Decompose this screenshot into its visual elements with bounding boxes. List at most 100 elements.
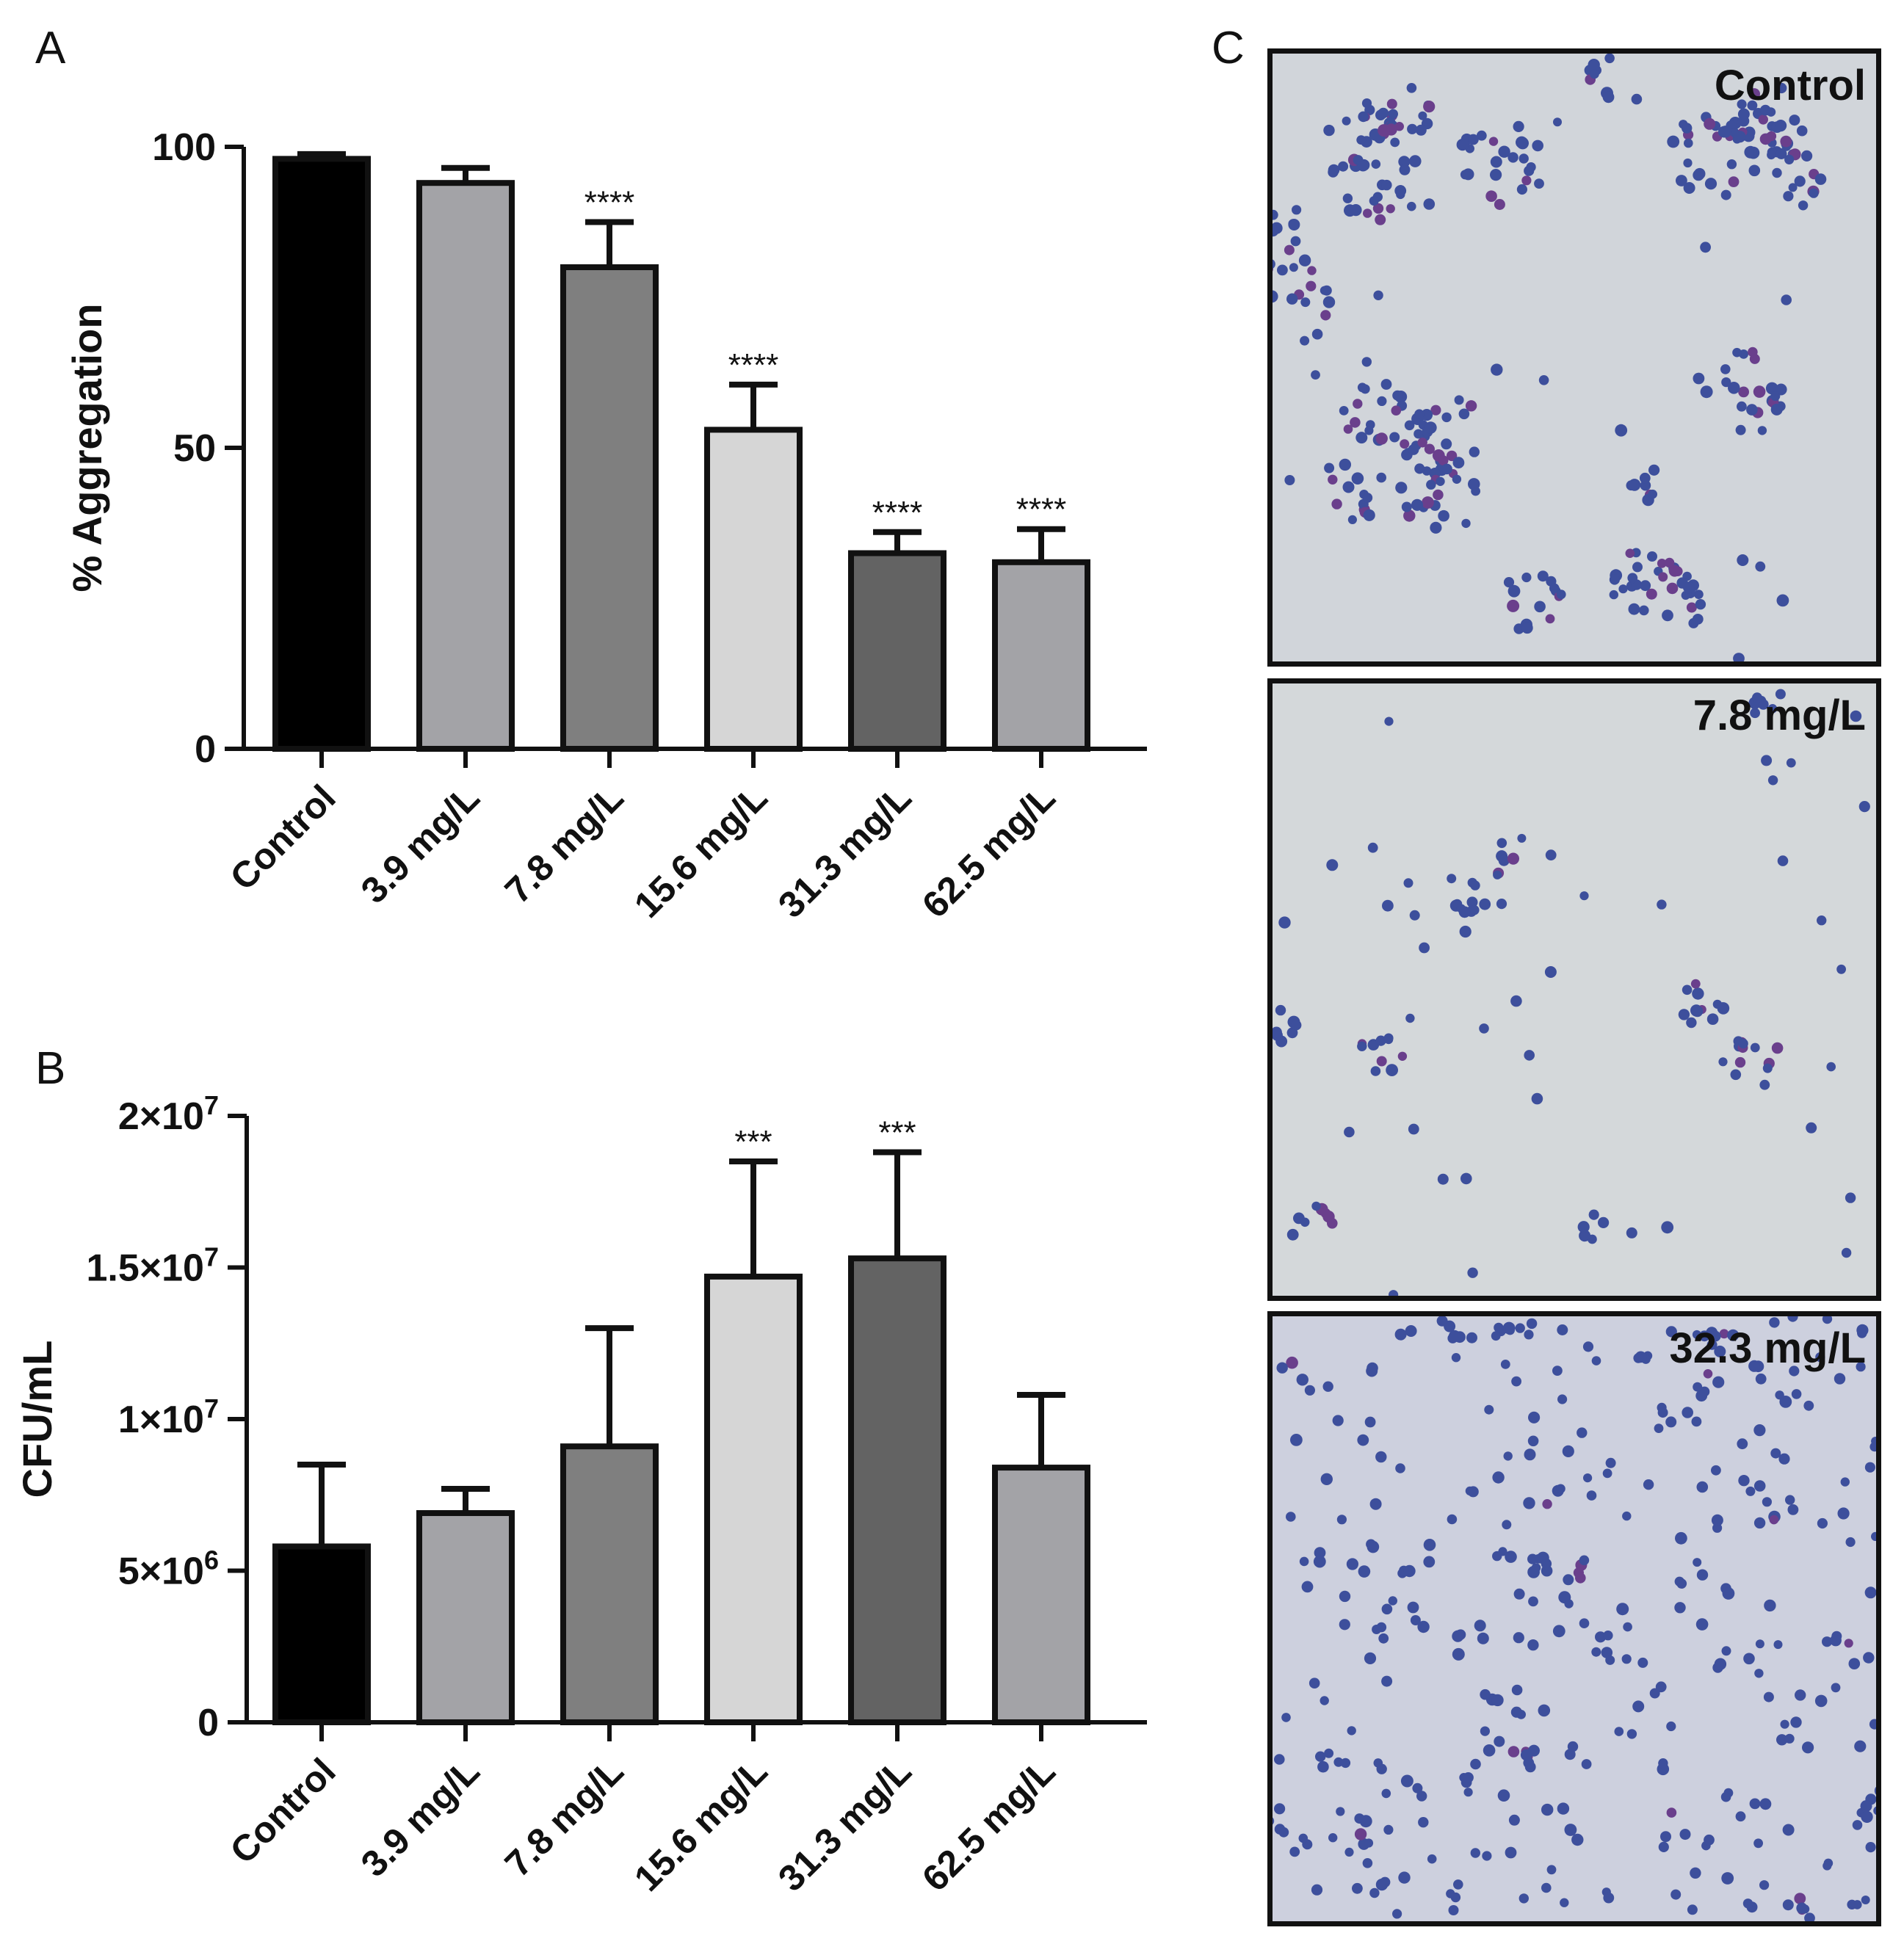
- bacterium-cell: [1395, 1463, 1405, 1473]
- bacterium-cell: [1375, 1878, 1389, 1891]
- bacterium-cell: [1646, 588, 1657, 600]
- bacterium-cell: [1776, 594, 1789, 607]
- bacterium-cell: [1666, 1807, 1677, 1818]
- bacterium-cell: [1848, 1658, 1861, 1669]
- bacterium-cell: [1852, 1820, 1863, 1830]
- bacterium-cell: [1474, 1620, 1486, 1632]
- bacterium-cell: [1784, 154, 1795, 164]
- bacterium-cell: [1491, 1331, 1501, 1341]
- bacterium-cell: [1802, 1741, 1814, 1754]
- bacterium-cell: [1780, 1719, 1789, 1729]
- x-tick-label: 31.3 mg/L: [770, 1750, 919, 1899]
- bacterium-cell: [1727, 1329, 1740, 1341]
- bacterium-cell: [1639, 605, 1649, 616]
- bacterium-cell: [1579, 1618, 1590, 1628]
- bacterium-cell: [1446, 450, 1458, 462]
- bacterium-cell: [1300, 1217, 1310, 1227]
- bacterium-cell: [1507, 584, 1521, 598]
- bacterium-cell: [1657, 899, 1667, 910]
- bacterium-cell: [1601, 1647, 1613, 1658]
- bacterium-cell: [1382, 899, 1394, 912]
- bacterium-cell: [1292, 205, 1302, 215]
- y-tick-label-exponent: 7: [204, 1393, 219, 1423]
- bacterium-cell: [1845, 1537, 1856, 1548]
- bacterium-cell: [1665, 1416, 1677, 1428]
- bacterium-cell: [1674, 1576, 1684, 1586]
- bacterium-cell: [1721, 1646, 1731, 1656]
- bacterium-cell: [1407, 123, 1418, 134]
- bacterium-cell: [1809, 188, 1819, 198]
- bacterium-cell: [1775, 120, 1787, 132]
- bacterium-cell: [1460, 1172, 1472, 1185]
- bacterium-cell: [1364, 1838, 1374, 1848]
- bacterium-cell: [1840, 1477, 1850, 1487]
- x-tick-label: 62.5 mg/L: [914, 777, 1063, 926]
- bacterium-cell: [1721, 1872, 1734, 1885]
- bacterium-cell: [1389, 1290, 1399, 1296]
- bacterium-cell: [1621, 1654, 1632, 1664]
- bacterium-cell: [1357, 382, 1367, 393]
- bacterium-cell: [1484, 1404, 1494, 1415]
- bacterium-cell: [1667, 135, 1680, 148]
- bacterium-cell: [1706, 1013, 1719, 1025]
- bacterium-cell: [1397, 1051, 1408, 1061]
- bacterium-cell: [1579, 891, 1589, 901]
- bacterium-cell: [1557, 1324, 1568, 1335]
- bacterium-cell: [1789, 1365, 1800, 1377]
- bacterium-cell: [1524, 1448, 1536, 1461]
- bacterium-cell: [1526, 1318, 1538, 1330]
- bacterium-cell: [1311, 1201, 1321, 1211]
- bacterium-cell: [1734, 1056, 1746, 1068]
- bacterium-cell: [1604, 54, 1615, 64]
- y-tick-label: 1.5×107: [86, 1242, 219, 1290]
- bacterium-cell: [1306, 280, 1317, 291]
- bacterium-cell: [1841, 1247, 1852, 1258]
- bacterium-cell: [1743, 1653, 1755, 1665]
- bacterium-cell: [1662, 609, 1673, 622]
- bacterium-cell: [1557, 1802, 1570, 1815]
- bacterium-cell: [1477, 1632, 1489, 1644]
- y-tick-label-base: 1.5×10: [86, 1247, 204, 1290]
- bacterium-cell: [1375, 214, 1386, 225]
- bacterium-cell: [1494, 199, 1505, 210]
- bacterium-cell: [1737, 554, 1749, 566]
- bacterium-cell: [1658, 572, 1668, 582]
- bacterium-cell: [1418, 1817, 1429, 1828]
- bacterium-cell: [1441, 438, 1452, 450]
- bacterium-cell: [1735, 424, 1746, 435]
- bacterium-cell: [1710, 1330, 1721, 1342]
- bacterium-cell: [1417, 438, 1427, 448]
- bacterium-cell: [1413, 429, 1424, 439]
- bacterium-cell: [1806, 1122, 1817, 1134]
- bacterium-cell: [1791, 1389, 1802, 1399]
- bacterium-cell: [1308, 1678, 1320, 1689]
- bacterium-cell: [1687, 1904, 1698, 1915]
- bacterium-cell: [1869, 1719, 1876, 1730]
- bacterium-cell: [1748, 1360, 1761, 1372]
- bacterium-cell: [1517, 833, 1527, 843]
- bacterium-cell: [1785, 1495, 1795, 1505]
- bacterium-cell: [1726, 159, 1737, 170]
- bar: [992, 559, 1090, 752]
- bacterium-cell: [1527, 1639, 1539, 1651]
- bacterium-cell: [1321, 285, 1332, 296]
- bacterium-cell: [1625, 548, 1635, 558]
- bacterium-cell: [1732, 347, 1742, 358]
- bar: [992, 1465, 1090, 1726]
- y-axis-label: % Aggregation: [64, 303, 110, 592]
- bacterium-cell: [1470, 880, 1480, 891]
- bacterium-cell: [1692, 987, 1704, 1000]
- bacterium-cell: [1526, 162, 1536, 173]
- bacterium-cell: [1328, 1833, 1338, 1843]
- bacterium-cell: [1358, 1565, 1371, 1578]
- bacterium-cell: [1845, 1192, 1856, 1203]
- bacterium-cell: [1381, 1675, 1393, 1687]
- bacterium-cell: [1737, 99, 1747, 109]
- bacterium-cell: [1538, 375, 1549, 385]
- bacterium-cell: [1519, 153, 1529, 164]
- bacterium-cell: [1737, 108, 1750, 120]
- bacterium-cell: [1375, 1451, 1387, 1463]
- bacterium-cell: [1874, 1786, 1876, 1795]
- bacterium-cell: [1703, 1369, 1713, 1379]
- bacterium-cell: [1527, 1435, 1539, 1447]
